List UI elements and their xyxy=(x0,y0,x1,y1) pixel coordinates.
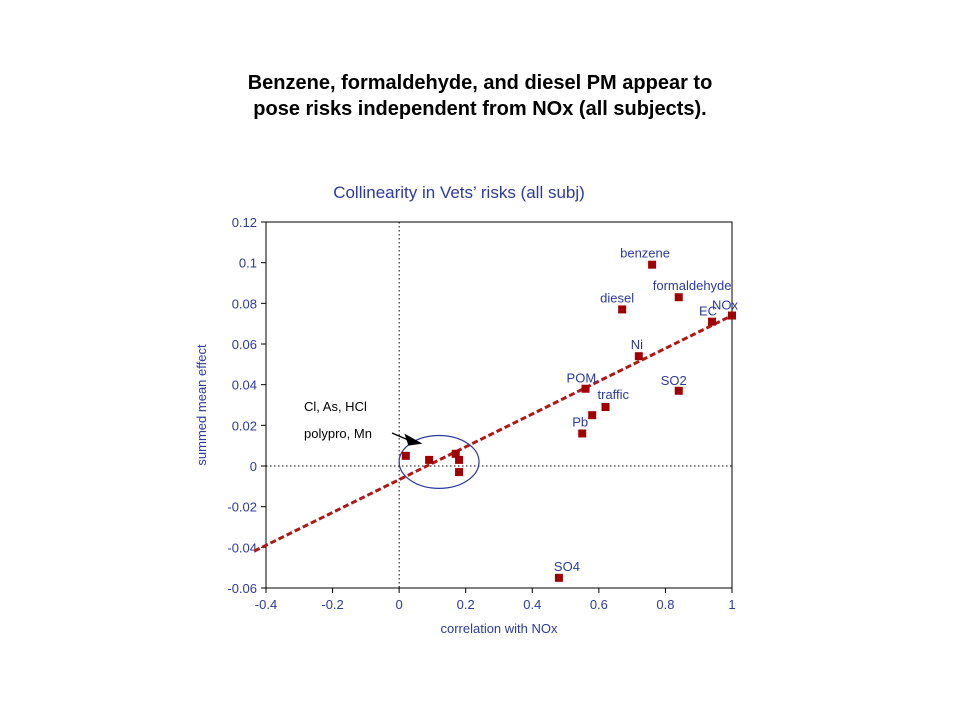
y-tick-label: 0.08 xyxy=(232,296,257,311)
data-point-label: Pb xyxy=(572,414,588,429)
data-point-label: POM xyxy=(567,371,597,386)
data-point-label: benzene xyxy=(620,246,670,261)
data-point-label: SO2 xyxy=(661,373,687,388)
y-tick-label: 0.12 xyxy=(232,215,257,230)
data-point xyxy=(425,455,434,464)
annotation-arrow-head xyxy=(404,433,423,446)
slide-title-line-2: pose risks independent from NOx (all sub… xyxy=(253,98,707,120)
data-point xyxy=(401,451,410,460)
data-point xyxy=(728,311,736,320)
slide-title: Benzene, formaldehyde, and diesel PM app… xyxy=(0,70,960,122)
y-tick-label: 0.06 xyxy=(232,337,257,352)
data-point-label: EC xyxy=(699,304,717,319)
data-point-label: traffic xyxy=(598,387,630,402)
y-tick-label: -0.06 xyxy=(227,581,257,596)
data-point-label: diesel xyxy=(600,290,634,305)
y-tick-label: 0.04 xyxy=(232,378,257,393)
data-point xyxy=(554,573,563,582)
data-point xyxy=(451,449,460,458)
x-tick-label: 1 xyxy=(728,597,735,612)
data-point xyxy=(708,317,717,326)
y-tick-label: 0.1 xyxy=(239,256,257,271)
data-point xyxy=(674,293,683,302)
x-tick-label: 0.6 xyxy=(590,597,608,612)
data-point-label: formaldehyde xyxy=(653,278,732,293)
data-point xyxy=(634,352,643,361)
data-point xyxy=(588,411,597,420)
x-tick-label: -0.2 xyxy=(321,597,343,612)
data-point xyxy=(648,260,657,269)
x-axis-label: correlation with NOx xyxy=(440,621,558,636)
x-tick-label: 0 xyxy=(396,597,403,612)
data-point xyxy=(455,468,464,477)
y-axis-label: summed mean effect xyxy=(194,344,209,466)
data-point-label: Ni xyxy=(631,337,643,352)
annotation-line-2: polypro, Mn xyxy=(304,426,372,441)
regression-line xyxy=(253,314,733,553)
data-point xyxy=(581,384,590,393)
x-tick-label: 0.8 xyxy=(656,597,674,612)
data-point xyxy=(674,386,683,395)
y-tick-label: -0.02 xyxy=(227,500,257,515)
annotation-line-1: Cl, As, HCl xyxy=(304,399,367,414)
data-point xyxy=(578,429,587,438)
data-point-label: SO4 xyxy=(554,559,580,574)
x-tick-label: 0.4 xyxy=(523,597,541,612)
y-tick-label: 0.02 xyxy=(232,418,257,433)
x-tick-label: -0.4 xyxy=(255,597,277,612)
data-point xyxy=(618,305,627,314)
cluster-ellipse xyxy=(398,434,480,489)
y-tick-label: 0 xyxy=(250,459,257,474)
data-point xyxy=(601,403,610,412)
data-point-label: NOx xyxy=(712,298,739,313)
slide-title-line-1: Benzene, formaldehyde, and diesel PM app… xyxy=(247,72,713,94)
y-tick-label: -0.04 xyxy=(227,540,257,555)
chart-title: Collinearity in Vets’ risks (all subj) xyxy=(333,183,585,202)
x-tick-label: 0.2 xyxy=(457,597,475,612)
plot-frame xyxy=(265,221,733,589)
data-point xyxy=(455,455,464,464)
